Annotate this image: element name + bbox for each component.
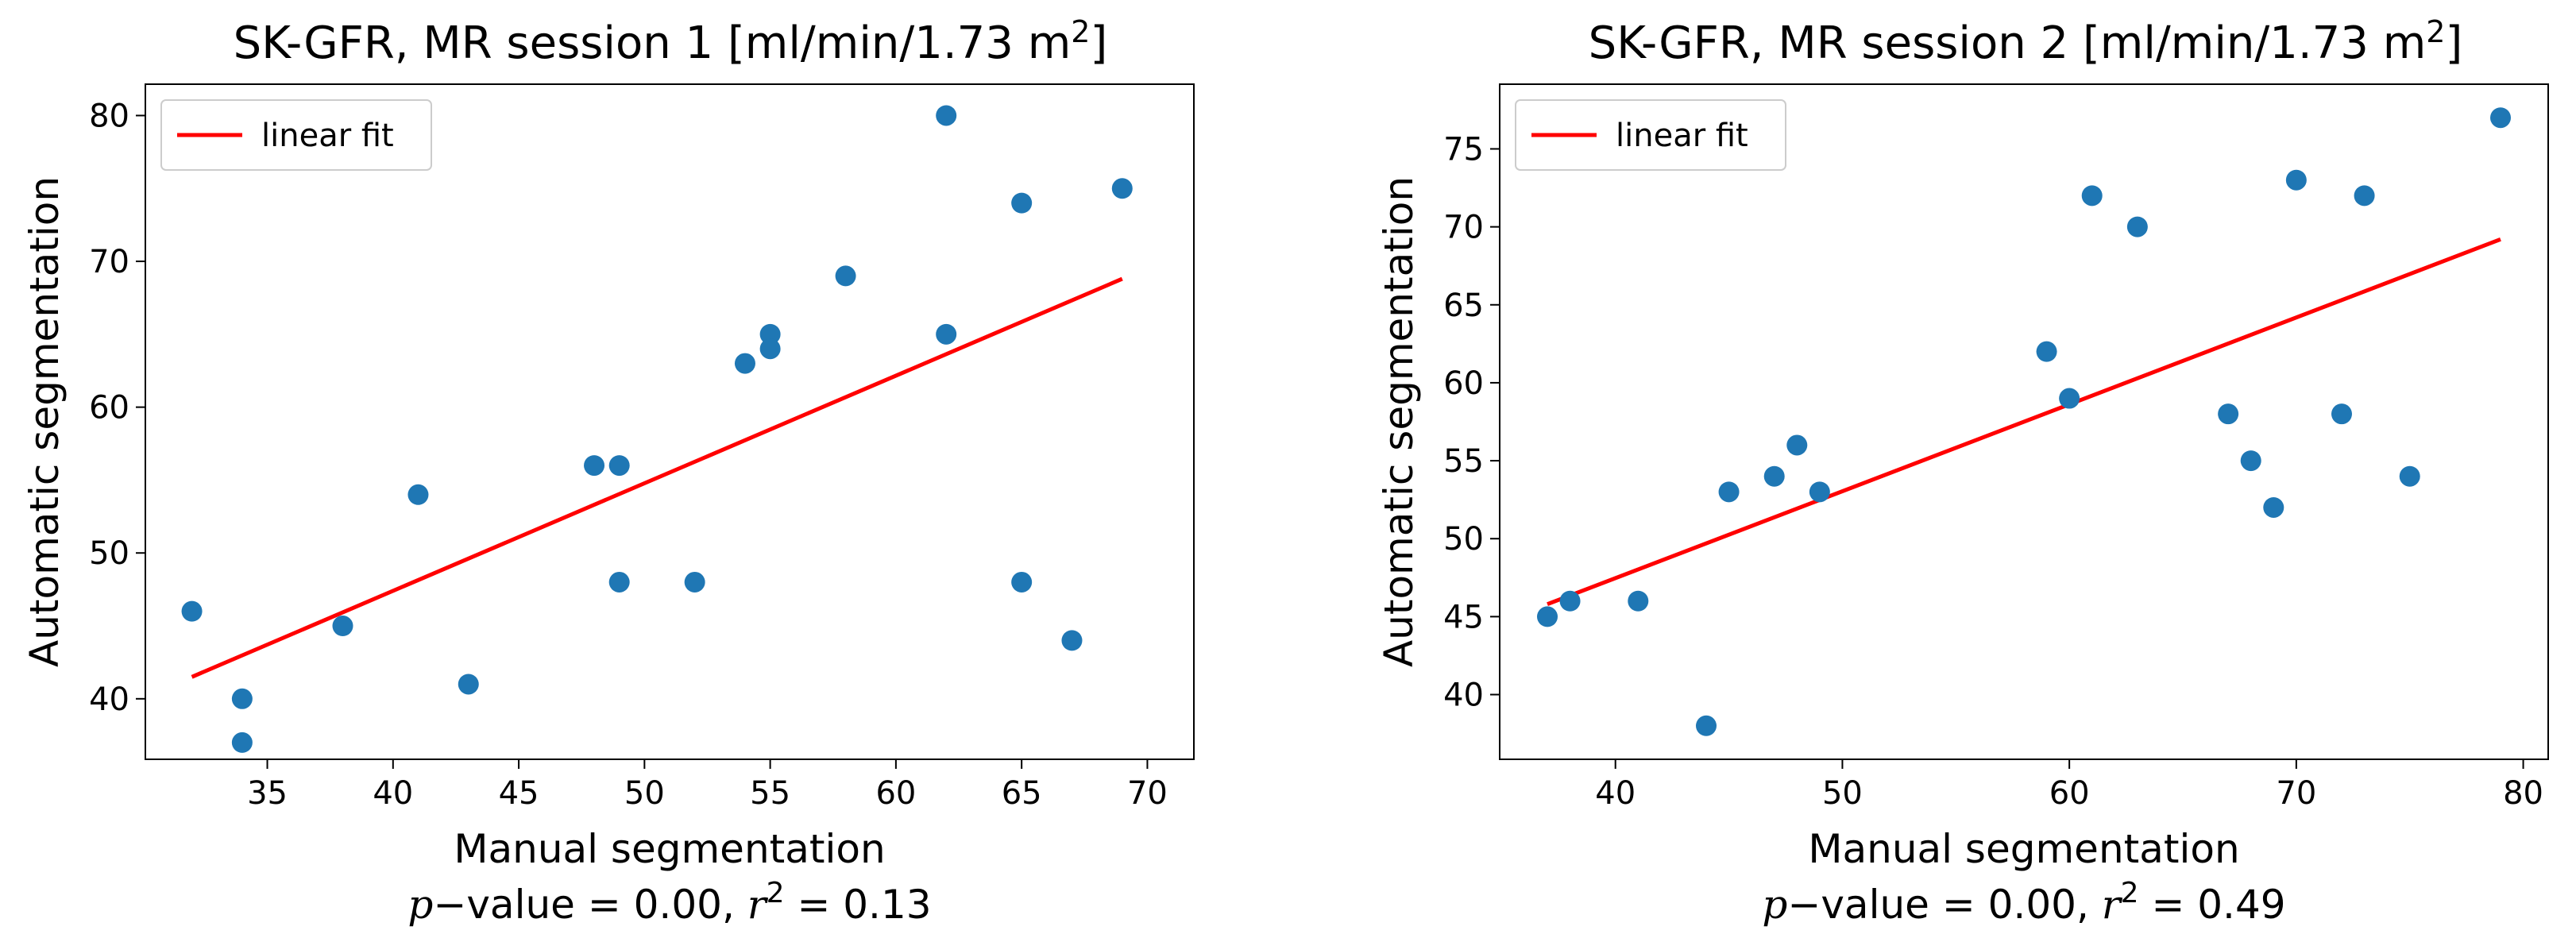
data-point [2490,107,2511,129]
data-point [1011,571,1033,593]
plot-area: 40 50 60 70 80 40 45 50 55 60 65 70 75 [1443,83,2549,812]
x-tick-label: 50 [624,775,665,812]
data-point [231,688,253,709]
data-point [2240,450,2261,472]
chart-title: SK-GFR, MR session 2 [ml/min/1.73 m2] [1589,14,2463,69]
data-point [2081,185,2103,207]
data-point [2354,185,2375,207]
data-point [1763,465,1785,487]
y-tick-label: 65 [1443,288,1484,324]
plot-frame [145,83,1195,760]
data-point [2263,496,2284,518]
data-point [759,323,781,345]
legend-label: linear fit [261,118,394,154]
data-point [584,455,605,477]
x-axis-label: Manual segmentation [1808,826,2239,872]
y-axis-label: Automatic segmentation [1376,176,1422,667]
stats-annotation: p−value = 0.00, r2 = 0.13 [407,877,931,928]
y-tick-label: 40 [1443,677,1484,714]
data-point [2036,341,2057,362]
chart-panel-session-2: SK-GFR, MR session 2 [ml/min/1.73 m2] 40… [1376,14,2549,928]
x-axis-label: Manual segmentation [454,826,885,872]
chart-title: SK-GFR, MR session 1 [ml/min/1.73 m2] [234,14,1108,69]
data-point [1011,192,1033,214]
data-point [2218,403,2239,425]
x-tick-label: 40 [373,775,413,812]
y-tick-label: 60 [89,390,129,427]
x-tick-label: 70 [2276,775,2316,812]
y-tick-label: 45 [1443,599,1484,635]
data-point [1061,630,1083,651]
y-tick-label: 70 [89,244,129,280]
data-point [1111,178,1133,199]
data-point [2126,216,2148,237]
x-tick-label: 45 [499,775,539,812]
data-point [407,484,429,505]
x-tick-label: 35 [247,775,288,812]
legend: linear fit [160,99,432,171]
linear-fit-line [1547,237,2501,607]
data-point [835,265,856,287]
data-point [936,105,957,126]
data-point [608,571,630,593]
y-tick-label: 40 [89,681,129,718]
x-tick-label: 80 [2503,775,2543,812]
data-point [2399,465,2420,487]
data-point [1628,590,1649,612]
data-point [1559,590,1581,612]
data-point [1537,606,1558,627]
data-point [1696,715,1717,736]
stats-annotation: p−value = 0.00, r2 = 0.49 [1762,877,2285,928]
legend-box [160,99,432,171]
x-tick-label: 60 [875,775,916,812]
data-point [684,571,705,593]
data-point [332,616,353,637]
data-point [458,674,479,695]
chart-panel-session-1: SK-GFR, MR session 1 [ml/min/1.73 m2] 35… [21,14,1195,928]
data-point [2285,169,2307,191]
y-tick-label: 70 [1443,210,1484,246]
legend-label: linear fit [1616,118,1748,154]
x-tick-label: 50 [1822,775,1863,812]
linear-fit-line [191,276,1123,679]
y-tick-label: 50 [1443,521,1484,558]
x-tick-label: 65 [1002,775,1042,812]
data-point [1718,481,1740,503]
data-point [1786,434,1808,456]
plot-frame [1499,83,2549,760]
x-tick-label: 70 [1127,775,1168,812]
data-point [181,600,203,622]
plot-area: 35 40 45 50 55 60 65 70 40 50 60 70 80 [89,83,1195,812]
data-point [2059,388,2080,409]
x-tick-label: 40 [1595,775,1636,812]
y-tick-label: 75 [1443,131,1484,168]
y-axis-label: Automatic segmentation [21,176,68,667]
y-tick-label: 50 [89,535,129,572]
legend-box [1515,99,1786,171]
data-point [1809,481,1830,503]
y-tick-label: 60 [1443,365,1484,402]
data-point [936,323,957,345]
legend: linear fit [1515,99,1786,171]
y-tick-label: 80 [89,98,129,134]
data-point [231,731,253,753]
y-tick-label: 55 [1443,443,1484,480]
data-point [608,455,630,477]
x-tick-label: 55 [750,775,790,812]
x-tick-label: 60 [2049,775,2090,812]
data-point [734,353,755,374]
data-point [759,338,781,360]
data-point [2331,403,2352,425]
